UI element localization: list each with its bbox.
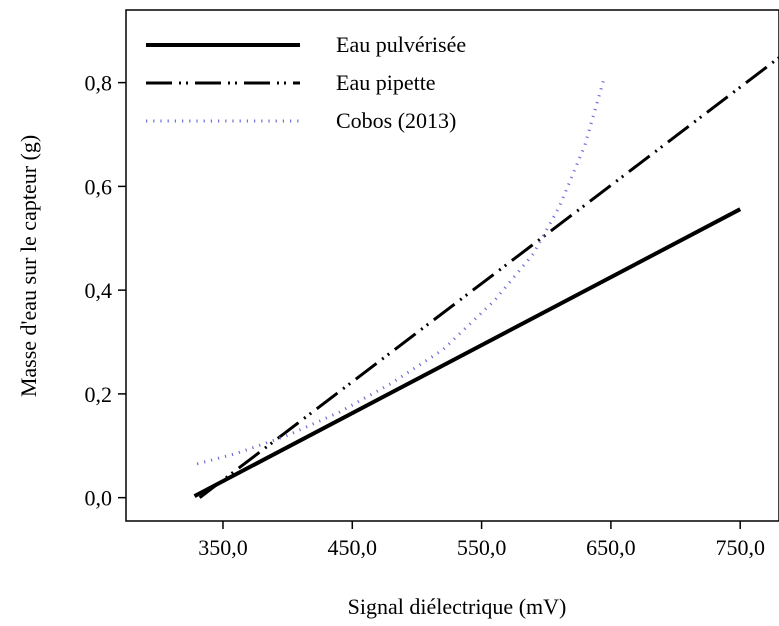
x-tick-label: 550,0 [457, 535, 507, 560]
legend-label-1: Eau pulvérisée [336, 32, 466, 57]
y-tick-label: 0,2 [85, 382, 113, 407]
y-tick-label: 0,4 [85, 278, 113, 303]
series-lines [193, 56, 779, 499]
x-tick-label: 750,0 [715, 535, 765, 560]
series-line-3 [196, 76, 606, 466]
x-tick-label: 450,0 [328, 535, 378, 560]
legend-label-3: Cobos (2013) [336, 108, 456, 133]
y-tick-label: 0,8 [85, 71, 113, 96]
legend-label-2: Eau pipette [336, 70, 436, 95]
y-tick-label: 0,6 [85, 174, 113, 199]
plot-area-frame [125, 9, 779, 522]
y-axis-ticks: 0,0 0,2 0,4 0,6 0,8 [85, 71, 126, 511]
series-line-2 [198, 56, 779, 499]
x-axis-ticks: 350,0 450,0 550,0 650,0 750,0 [198, 521, 765, 560]
series-line-1 [193, 207, 742, 498]
y-tick-label: 0,0 [85, 486, 113, 511]
y-axis-label: Masse d'eau sur le capteur (g) [16, 135, 41, 397]
x-tick-label: 650,0 [586, 535, 636, 560]
legend: Eau pulvérisée Eau pipette Cobos (2013) [146, 32, 466, 133]
x-axis-label: Signal diélectrique (mV) [348, 594, 567, 619]
x-tick-label: 350,0 [198, 535, 248, 560]
